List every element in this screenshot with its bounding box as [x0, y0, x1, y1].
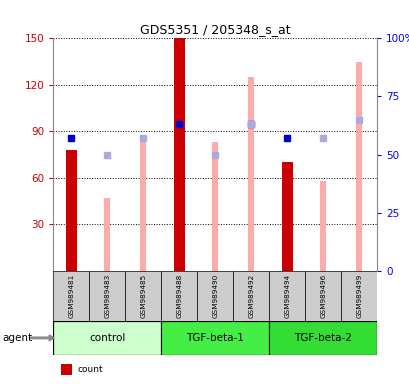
Bar: [340, 271, 376, 321]
Bar: [104, 198, 110, 271]
Bar: [89, 271, 125, 321]
Title: GDS5351 / 205348_s_at: GDS5351 / 205348_s_at: [139, 23, 290, 36]
Bar: [53, 321, 161, 355]
Text: GSM989494: GSM989494: [283, 273, 290, 318]
Bar: [319, 181, 326, 271]
Text: count: count: [78, 365, 103, 374]
Bar: [161, 321, 269, 355]
Bar: [281, 162, 292, 271]
Text: GSM989488: GSM989488: [176, 273, 182, 318]
Bar: [161, 271, 197, 321]
Text: TGF-beta-2: TGF-beta-2: [294, 333, 351, 343]
Text: GSM989483: GSM989483: [104, 273, 110, 318]
Text: TGF-beta-1: TGF-beta-1: [186, 333, 244, 343]
Text: GSM989492: GSM989492: [247, 273, 254, 318]
Bar: [140, 142, 146, 271]
Text: control: control: [89, 333, 125, 343]
Bar: [233, 271, 269, 321]
Text: GSM989481: GSM989481: [68, 273, 74, 318]
Bar: [53, 271, 89, 321]
Text: agent: agent: [2, 333, 32, 343]
Text: GSM989485: GSM989485: [140, 273, 146, 318]
Bar: [248, 77, 254, 271]
Bar: [355, 62, 361, 271]
Bar: [269, 271, 304, 321]
Bar: [269, 321, 376, 355]
Bar: [304, 271, 340, 321]
Bar: [125, 271, 161, 321]
Text: GSM989496: GSM989496: [319, 273, 326, 318]
Bar: [173, 38, 184, 271]
Bar: [212, 142, 218, 271]
Text: GSM989490: GSM989490: [212, 273, 218, 318]
Bar: [66, 150, 76, 271]
Bar: [197, 271, 233, 321]
Text: GSM989499: GSM989499: [355, 273, 361, 318]
